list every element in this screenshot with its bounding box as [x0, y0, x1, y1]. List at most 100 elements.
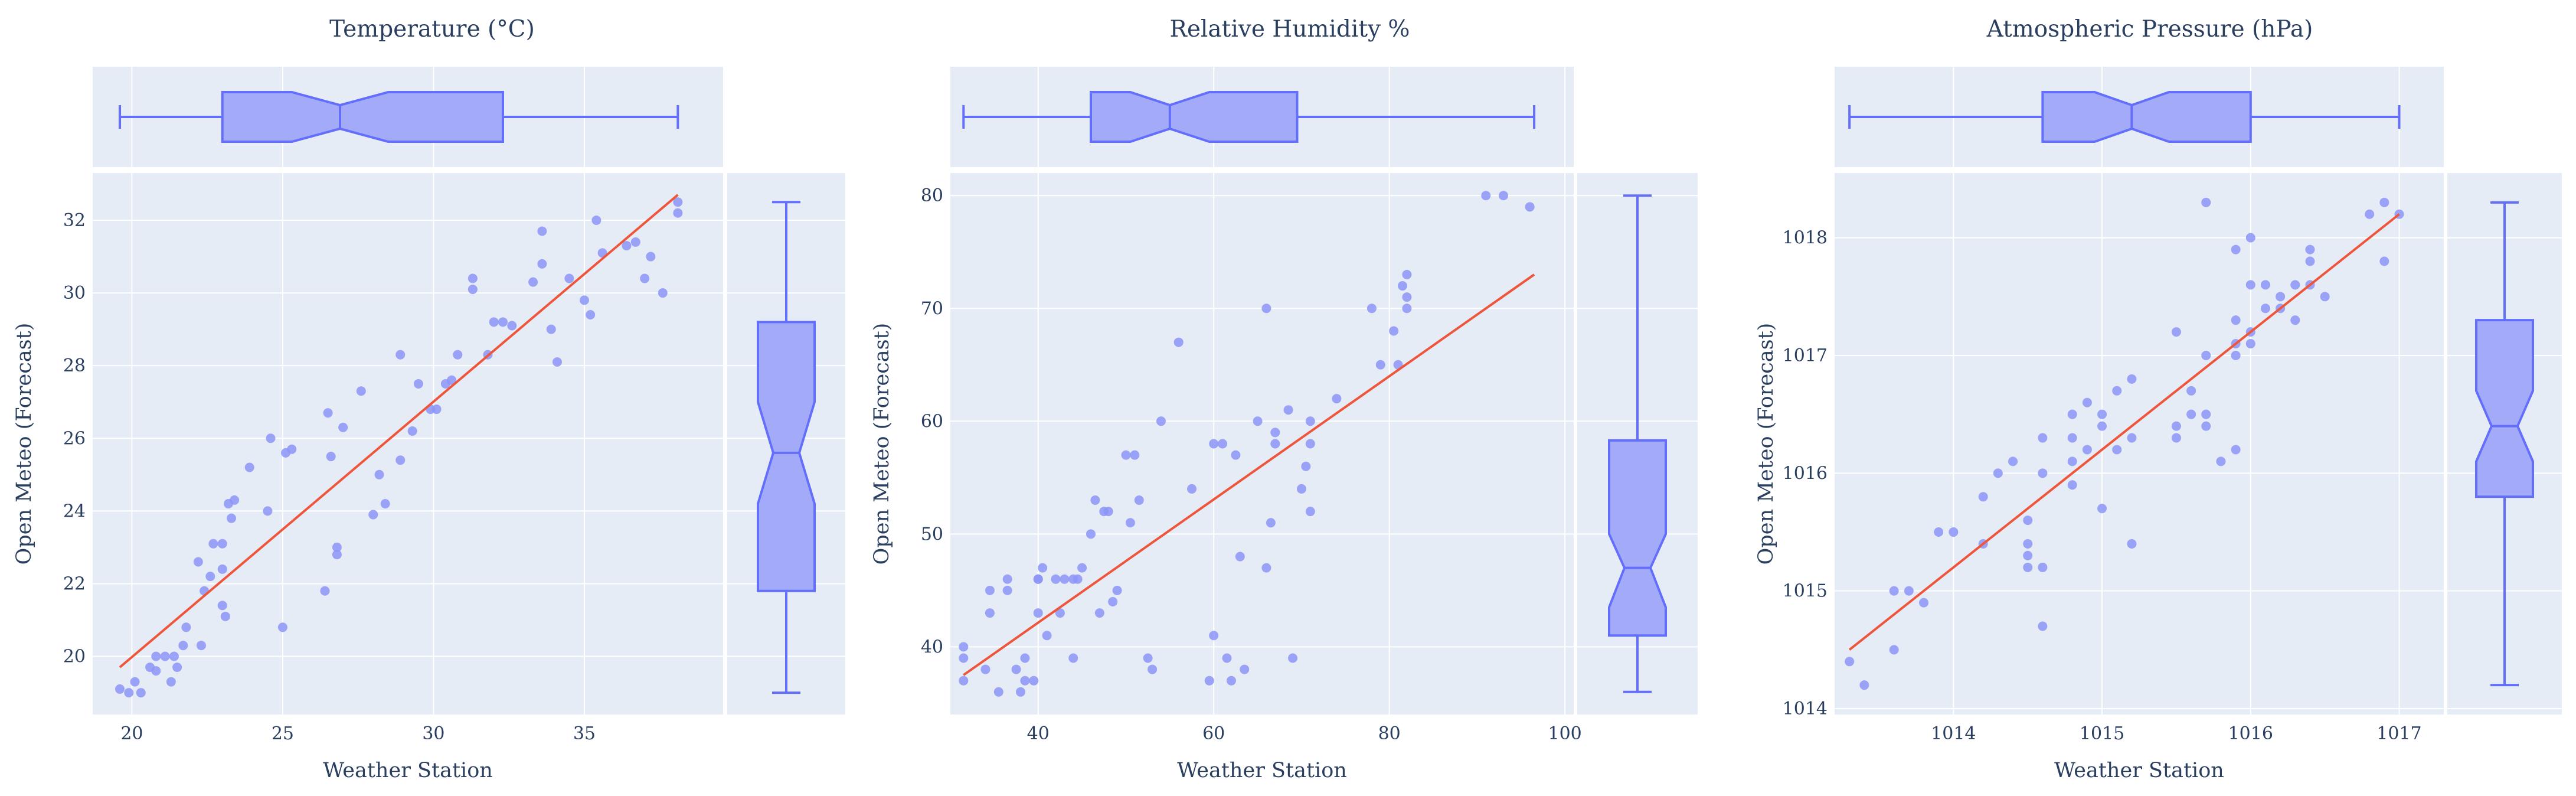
scatter-point — [1397, 281, 1407, 291]
scatter-point — [2038, 433, 2048, 443]
y-tick-label: 40 — [921, 637, 943, 657]
scatter-point — [1103, 507, 1113, 517]
scatter-point — [263, 506, 273, 516]
scatter-point — [2201, 409, 2211, 419]
scatter-point — [2023, 550, 2033, 560]
scatter-point — [2186, 409, 2196, 419]
scatter-point — [2245, 233, 2255, 243]
y-tick-label: 80 — [921, 185, 943, 206]
scatter-point — [1525, 202, 1535, 212]
scatter-point — [507, 321, 517, 331]
x-tick-label: 60 — [1202, 723, 1225, 744]
scatter-point — [338, 422, 348, 432]
scatter-point — [447, 375, 457, 385]
panel-humidity: Relative Humidity % 40 60 80 100 40 50 60 70 80 We… — [870, 16, 1698, 782]
scatter-point — [579, 295, 589, 305]
scatter-point — [2127, 539, 2137, 549]
scatter-point — [2023, 562, 2033, 572]
y-tick-label: 1015 — [1783, 581, 1828, 602]
y-tick-label: 1017 — [1783, 345, 1828, 366]
scatter-point — [2231, 350, 2241, 360]
scatter-point — [1859, 680, 1869, 690]
x-tick-label: 100 — [1548, 723, 1581, 744]
trendline — [119, 194, 679, 668]
scatter-point — [266, 433, 276, 443]
scatter-point — [2201, 350, 2211, 360]
scatter-point — [1283, 405, 1293, 415]
scatter-point — [1270, 428, 1280, 438]
scatter-point — [2260, 280, 2270, 290]
scatter-point — [136, 688, 146, 698]
scatter-point — [2379, 197, 2389, 207]
right-box — [2475, 319, 2534, 498]
scatter-point — [1402, 292, 1412, 302]
x-tick-label: 80 — [1378, 723, 1401, 744]
scatter-point — [277, 622, 287, 632]
top-box — [221, 91, 504, 143]
x-axis-title: Weather Station — [323, 759, 493, 782]
scatter-point — [658, 288, 668, 298]
scatter-point — [2171, 327, 2181, 337]
y-tick-label: 70 — [921, 298, 943, 319]
scatter-point — [181, 622, 191, 632]
chart-title: Temperature (°C) — [329, 16, 535, 43]
scatter-point — [115, 684, 125, 694]
scatter-point — [130, 677, 140, 687]
scatter-point — [395, 455, 406, 465]
scatter-point — [332, 542, 342, 552]
scatter-point — [1367, 304, 1377, 314]
scatter-point — [1993, 468, 2003, 478]
scatter-point — [591, 216, 601, 226]
y-tick-label: 50 — [921, 524, 943, 544]
scatter-point — [220, 611, 230, 621]
x-tick-label: 35 — [573, 723, 596, 744]
right-box — [1608, 439, 1667, 637]
scatter-point — [1226, 676, 1236, 686]
scatter-point — [2067, 456, 2077, 466]
x-tick-label: 1015 — [2080, 723, 2124, 744]
scatter-point — [2365, 209, 2375, 219]
scatter-point — [2112, 386, 2122, 396]
scatter-point — [2260, 304, 2270, 314]
scatter-point — [1218, 439, 1228, 449]
scatter-point — [2276, 292, 2286, 302]
x-tick-label: 40 — [1027, 723, 1050, 744]
scatter-point — [1073, 574, 1083, 584]
scatter-point — [1051, 574, 1061, 584]
scatter-point — [1499, 191, 1509, 201]
scatter-point — [2305, 256, 2315, 266]
scatter-point — [2038, 468, 2048, 478]
scatter-point — [2067, 480, 2077, 490]
scatter-point — [453, 350, 463, 360]
scatter-point — [2127, 433, 2137, 443]
scatter-point — [431, 404, 442, 415]
y-tick-label: 30 — [63, 283, 86, 304]
scatter-point — [586, 310, 596, 320]
scatter-point — [537, 259, 547, 269]
scatter-point — [1086, 529, 1096, 539]
scatter-plot-area — [1835, 173, 2444, 715]
scatter-point — [395, 350, 406, 360]
scatter-point — [1143, 653, 1153, 663]
scatter-point — [468, 273, 478, 283]
scatter-point — [2082, 445, 2092, 455]
trendline — [963, 273, 1535, 676]
scatter-point — [546, 324, 556, 334]
scatter-point — [1060, 574, 1070, 584]
scatter-point — [172, 662, 182, 672]
scatter-point — [2097, 421, 2107, 431]
scatter-point — [208, 539, 218, 549]
scatter-point — [227, 513, 237, 523]
y-tick-label: 1014 — [1783, 699, 1828, 719]
scatter-point — [1261, 563, 1271, 573]
y-tick-label: 1016 — [1783, 463, 1828, 484]
scatter-point — [2023, 516, 2033, 526]
scatter-point — [1270, 439, 1280, 449]
scatter-point — [2290, 315, 2300, 325]
scatter-point — [959, 653, 969, 663]
scatter-point — [1296, 484, 1306, 494]
scatter-point — [2231, 244, 2241, 255]
scatter-point — [1301, 461, 1311, 471]
scatter-point — [2038, 621, 2048, 631]
scatter-point — [1934, 527, 1944, 537]
